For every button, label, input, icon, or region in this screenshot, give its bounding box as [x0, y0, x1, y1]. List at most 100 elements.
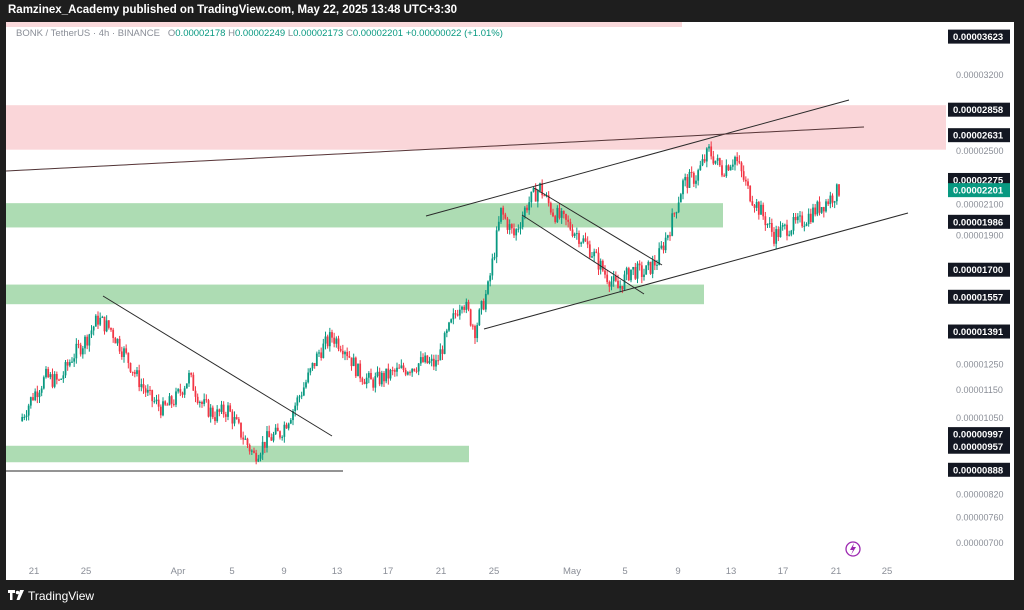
- candle-body: [640, 265, 643, 277]
- candle: [536, 189, 539, 208]
- candle: [75, 338, 78, 364]
- candle-body: [71, 361, 73, 363]
- candle-body: [703, 159, 706, 162]
- candle-body: [385, 368, 388, 382]
- candle: [103, 316, 106, 335]
- candle-body: [523, 207, 526, 217]
- ascending-channel-upper: [425, 99, 850, 217]
- candle-body: [430, 358, 433, 361]
- candle: [27, 403, 30, 421]
- candle: [311, 362, 314, 371]
- candle-body: [333, 337, 336, 344]
- y-tick-label: 0.00003200: [956, 70, 1004, 80]
- candle: [497, 216, 500, 232]
- candle: [378, 367, 381, 387]
- candle-body: [40, 388, 43, 393]
- candle-body: [632, 267, 635, 270]
- candle-body: [222, 404, 225, 415]
- candle-body: [781, 225, 784, 227]
- candle: [294, 402, 297, 417]
- candle: [476, 322, 479, 343]
- candle-body: [216, 409, 219, 422]
- candle: [480, 300, 483, 315]
- price-label-box: [948, 262, 1010, 277]
- candle: [716, 154, 719, 166]
- tradingview-brand[interactable]: TradingView: [28, 589, 95, 603]
- candle: [688, 169, 691, 189]
- candle-body: [612, 276, 615, 282]
- candle-body: [580, 242, 583, 244]
- candle: [827, 198, 830, 206]
- candle: [417, 362, 420, 376]
- candle: [285, 422, 288, 429]
- candle: [513, 223, 515, 238]
- price-label-box: [948, 289, 1010, 304]
- candle-body: [630, 269, 632, 281]
- candle-body: [779, 226, 782, 238]
- price-label: 0.00003623: [953, 32, 1003, 43]
- candle-body: [647, 261, 650, 266]
- candle-body: [786, 224, 788, 236]
- candle-body: [242, 437, 245, 440]
- candle-body: [244, 438, 247, 440]
- candle-body: [300, 395, 303, 397]
- candle: [255, 449, 258, 465]
- low-label: L: [287, 28, 294, 39]
- candle-body: [773, 231, 775, 244]
- candle-body: [47, 368, 50, 378]
- candle: [669, 231, 671, 241]
- candle: [630, 269, 632, 283]
- candle-body: [454, 313, 457, 315]
- candle: [627, 266, 630, 282]
- candle-body: [740, 162, 743, 172]
- price-chart[interactable]: 0.00000700 0.00000760 0.00000820 0.00001050…: [6, 22, 1014, 580]
- candle-body: [675, 212, 678, 214]
- candle-body: [610, 281, 613, 287]
- candle: [136, 366, 138, 377]
- candle-body: [409, 372, 411, 374]
- candle-body: [341, 350, 344, 355]
- candle: [699, 160, 702, 171]
- candle-body: [467, 301, 470, 310]
- x-tick-label: 25: [489, 566, 500, 577]
- price-label: 0.00001700: [953, 265, 1003, 276]
- candle-body: [547, 195, 550, 204]
- lightning-icon[interactable]: [845, 541, 861, 557]
- candle-body: [246, 438, 249, 446]
- candle: [244, 435, 247, 440]
- candle-body: [480, 301, 483, 310]
- candle: [684, 173, 687, 187]
- candle-body: [636, 263, 639, 279]
- tradingview-logo-icon[interactable]: [8, 590, 26, 604]
- candle-body: [389, 370, 392, 379]
- candle-body: [21, 417, 24, 422]
- candle: [149, 386, 151, 396]
- candle: [753, 203, 756, 213]
- candle-body: [461, 306, 463, 310]
- candle: [79, 342, 82, 357]
- candle-body: [352, 357, 355, 367]
- candle: [393, 368, 396, 377]
- candle: [361, 376, 364, 385]
- candle-body: [764, 216, 767, 226]
- candle-body: [827, 201, 830, 205]
- candle: [777, 226, 780, 242]
- candle-body: [552, 212, 554, 217]
- publish-info: Ramzinex_Academy published on TradingVie…: [8, 4, 457, 16]
- candle: [66, 359, 69, 371]
- candle: [790, 229, 793, 237]
- candle-body: [294, 405, 297, 411]
- candle-body: [23, 416, 26, 418]
- candle-body: [805, 224, 808, 226]
- chart-panel[interactable]: 0.00000700 0.00000760 0.00000820 0.00001050…: [6, 22, 1014, 580]
- candle-body: [801, 215, 804, 227]
- candle-body: [508, 224, 511, 230]
- candle: [101, 315, 104, 319]
- candle-body: [105, 320, 108, 332]
- candle-body: [274, 427, 277, 435]
- candle: [662, 242, 665, 254]
- ascending-channel-lower: [483, 212, 909, 330]
- candle-body: [97, 315, 99, 325]
- candle-body: [838, 184, 840, 196]
- candle-body: [283, 424, 286, 437]
